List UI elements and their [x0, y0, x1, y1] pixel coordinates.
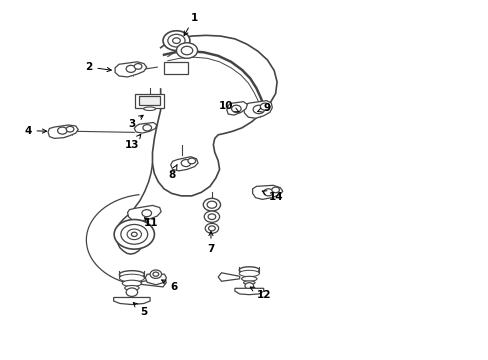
- Polygon shape: [218, 273, 239, 281]
- Polygon shape: [226, 102, 247, 115]
- Ellipse shape: [243, 281, 255, 284]
- Text: 7: 7: [207, 231, 214, 254]
- Circle shape: [126, 66, 136, 72]
- Circle shape: [187, 158, 195, 164]
- Circle shape: [172, 38, 180, 44]
- Text: 3: 3: [128, 115, 143, 129]
- Circle shape: [231, 105, 241, 112]
- Ellipse shape: [241, 276, 256, 281]
- Ellipse shape: [143, 107, 155, 111]
- Circle shape: [205, 224, 218, 233]
- Circle shape: [181, 159, 190, 167]
- Circle shape: [244, 283, 253, 289]
- Circle shape: [131, 232, 137, 237]
- Text: 2: 2: [85, 62, 111, 72]
- Circle shape: [176, 43, 197, 58]
- Circle shape: [126, 288, 137, 296]
- Text: 4: 4: [24, 126, 46, 136]
- Polygon shape: [252, 185, 282, 199]
- Circle shape: [263, 189, 273, 196]
- Text: 8: 8: [168, 165, 177, 180]
- Circle shape: [181, 46, 192, 55]
- Polygon shape: [113, 297, 150, 305]
- Circle shape: [163, 31, 189, 50]
- Ellipse shape: [239, 267, 259, 273]
- Circle shape: [207, 201, 216, 208]
- Circle shape: [167, 34, 184, 47]
- Text: 5: 5: [133, 302, 147, 317]
- Text: 11: 11: [143, 218, 158, 228]
- Polygon shape: [135, 94, 163, 108]
- Circle shape: [142, 210, 151, 217]
- Text: 12: 12: [250, 287, 270, 300]
- Ellipse shape: [119, 274, 144, 282]
- Circle shape: [121, 224, 147, 244]
- Polygon shape: [115, 62, 146, 77]
- Circle shape: [253, 105, 264, 114]
- Circle shape: [203, 198, 220, 211]
- Circle shape: [208, 226, 215, 231]
- Circle shape: [208, 214, 215, 220]
- Circle shape: [153, 272, 159, 276]
- Circle shape: [271, 187, 279, 193]
- Circle shape: [204, 211, 219, 222]
- Text: 10: 10: [219, 101, 239, 112]
- Polygon shape: [139, 96, 160, 105]
- Circle shape: [260, 103, 269, 110]
- Text: 1: 1: [183, 13, 198, 36]
- Circle shape: [134, 64, 142, 69]
- Polygon shape: [234, 288, 263, 294]
- Polygon shape: [127, 206, 161, 221]
- Ellipse shape: [239, 270, 259, 277]
- Circle shape: [142, 125, 151, 131]
- Polygon shape: [145, 274, 166, 285]
- Polygon shape: [164, 62, 188, 74]
- Ellipse shape: [124, 285, 139, 291]
- Text: 6: 6: [162, 280, 177, 292]
- Polygon shape: [170, 157, 198, 171]
- Circle shape: [66, 126, 74, 132]
- Ellipse shape: [122, 280, 141, 287]
- Ellipse shape: [119, 271, 144, 278]
- Text: 14: 14: [262, 191, 283, 202]
- Polygon shape: [141, 278, 166, 287]
- Circle shape: [58, 127, 67, 134]
- Text: 9: 9: [257, 103, 270, 113]
- Polygon shape: [48, 125, 78, 138]
- Text: 13: 13: [124, 134, 141, 150]
- Polygon shape: [243, 100, 272, 118]
- Circle shape: [127, 229, 141, 240]
- Circle shape: [150, 270, 161, 278]
- Polygon shape: [134, 122, 157, 133]
- Circle shape: [114, 220, 154, 249]
